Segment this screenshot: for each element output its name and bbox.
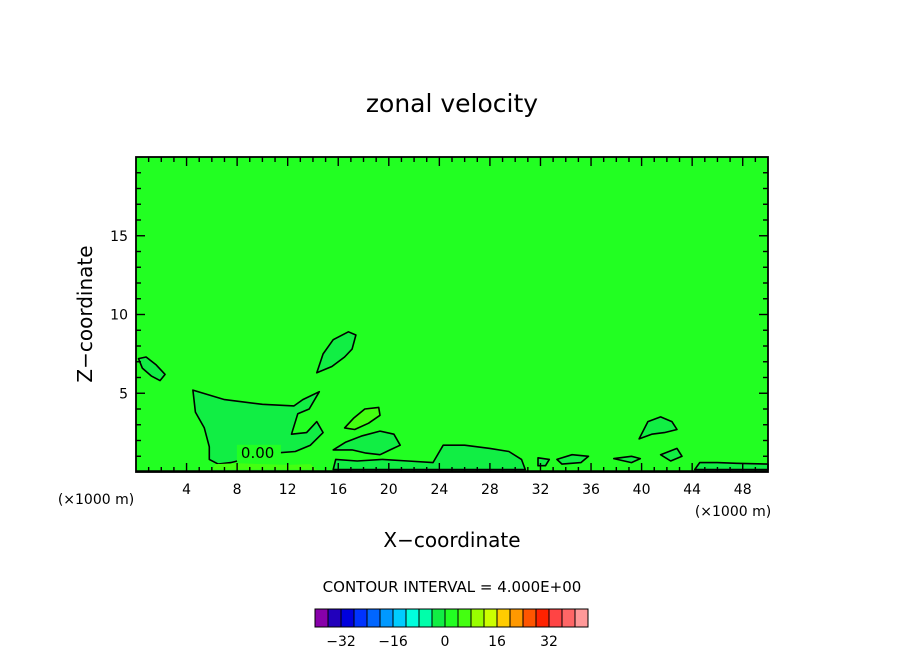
contour-label-bg bbox=[236, 444, 281, 462]
colorbar-tick-label: −32 bbox=[326, 634, 356, 650]
x-tick-label: 12 bbox=[279, 482, 297, 498]
contour-region-4 bbox=[343, 406, 381, 431]
colorbar-tick-label: −16 bbox=[378, 634, 408, 650]
colorbar-swatch bbox=[574, 608, 589, 628]
x-unit-right: (×1000 m) bbox=[695, 504, 771, 520]
colorbar-swatch bbox=[509, 608, 524, 628]
contour-region-2 bbox=[315, 330, 357, 374]
x-tick-label: 4 bbox=[182, 482, 191, 498]
colorbar-swatch bbox=[340, 608, 355, 628]
contour-region-7 bbox=[638, 416, 678, 440]
x-tick-label: 28 bbox=[481, 482, 499, 498]
colorbar-swatch bbox=[327, 608, 342, 628]
colorbar-swatch bbox=[483, 608, 498, 628]
colorbar-tick-label: 32 bbox=[540, 634, 558, 650]
colorbar-swatch bbox=[457, 608, 472, 628]
colorbar-swatch bbox=[561, 608, 576, 628]
x-axis-label: X−coordinate bbox=[383, 528, 520, 552]
contour-label: 0.00 bbox=[241, 444, 274, 462]
chart-title: zonal velocity bbox=[366, 89, 538, 118]
colorbar-tick-label: 16 bbox=[488, 634, 506, 650]
x-tick-label: 36 bbox=[582, 482, 600, 498]
colorbar-swatch bbox=[496, 608, 511, 628]
contour-region-10 bbox=[659, 447, 683, 462]
colorbar-swatch bbox=[444, 608, 459, 628]
colorbar-swatch bbox=[366, 608, 381, 628]
colorbar-swatch bbox=[535, 608, 550, 628]
colorbar-swatch bbox=[379, 608, 394, 628]
contour-region-12 bbox=[693, 461, 769, 471]
x-unit-left: (×1000 m) bbox=[58, 492, 134, 508]
x-tick-label: 40 bbox=[633, 482, 651, 498]
contour-interval-text: CONTOUR INTERVAL = 4.000E+00 bbox=[323, 578, 582, 596]
colorbar-tick-label: 0 bbox=[441, 634, 450, 650]
contour-region-9 bbox=[612, 455, 642, 464]
colorbar-swatch bbox=[431, 608, 446, 628]
y-tick-label: 10 bbox=[110, 308, 128, 324]
colorbar-swatch bbox=[548, 608, 563, 628]
x-tick-label: 8 bbox=[233, 482, 242, 498]
contour-region-3 bbox=[137, 356, 166, 382]
x-tick-label: 24 bbox=[430, 482, 448, 498]
colorbar-swatch bbox=[353, 608, 368, 628]
x-tick-label: 20 bbox=[380, 482, 398, 498]
colorbar-swatch bbox=[392, 608, 407, 628]
colorbar-swatch bbox=[314, 608, 329, 628]
y-tick-label: 5 bbox=[119, 386, 128, 402]
y-axis-label: Z−coordinate bbox=[73, 245, 97, 382]
x-tick-label: 16 bbox=[329, 482, 347, 498]
colorbar-swatch bbox=[405, 608, 420, 628]
contour-region-5 bbox=[332, 430, 402, 456]
colorbar-swatch bbox=[522, 608, 537, 628]
colorbar-swatch bbox=[418, 608, 433, 628]
contour-region-8 bbox=[556, 453, 590, 465]
x-tick-label: 32 bbox=[532, 482, 550, 498]
y-tick-label: 15 bbox=[110, 229, 128, 245]
colorbar-swatch bbox=[470, 608, 485, 628]
contour-region-13 bbox=[211, 463, 317, 470]
contour-region-1 bbox=[192, 389, 324, 465]
x-tick-label: 48 bbox=[734, 482, 752, 498]
x-tick-label: 44 bbox=[683, 482, 701, 498]
contour-region-6 bbox=[332, 444, 527, 471]
colorbar: −32 −16 0 16 32 bbox=[314, 608, 589, 650]
